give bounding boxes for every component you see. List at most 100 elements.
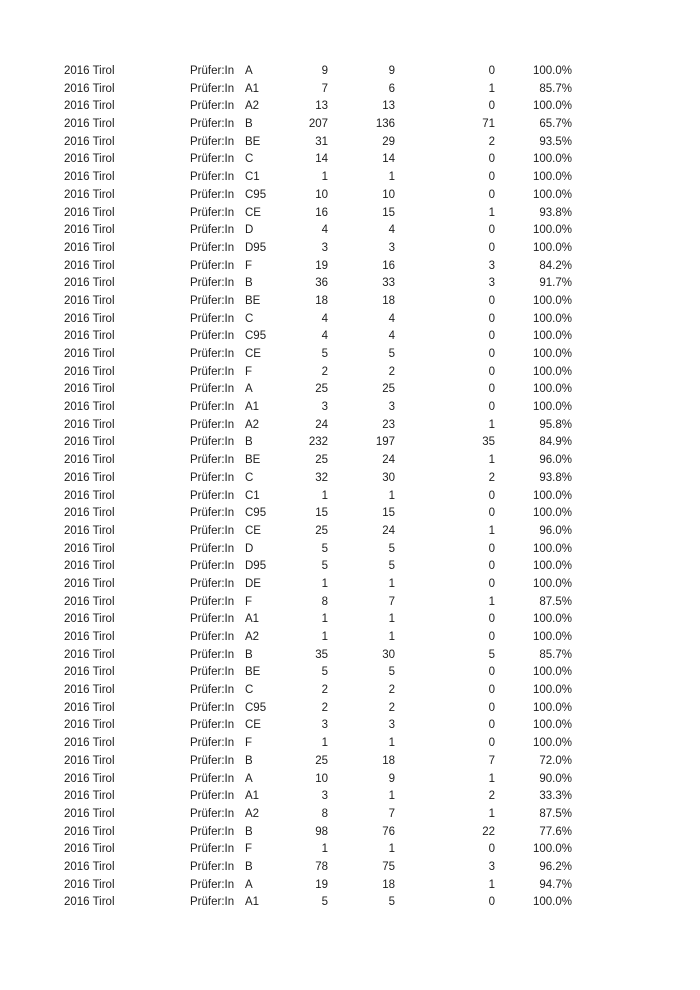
percent-cell: 100.0%: [532, 294, 572, 307]
year-region-cell: 2016 Tirol: [64, 790, 115, 803]
count-cell-2: 1: [388, 790, 395, 803]
count-cell-2: 2: [388, 365, 395, 378]
count-cell-3: 0: [488, 188, 495, 201]
table-row: 2016 Tirol Prüfer:In C95 2 2 0 100.0%: [0, 700, 700, 718]
count-cell-2: 4: [388, 224, 395, 237]
licence-category-cell: CE: [245, 348, 261, 360]
count-cell-2: 2: [388, 701, 395, 714]
examiner-label-cell: Prüfer:In: [190, 701, 235, 714]
table-row: 2016 Tirol Prüfer:In C1 1 1 0 100.0%: [0, 488, 700, 506]
table-row: 2016 Tirol Prüfer:In D95 5 5 0 100.0%: [0, 558, 700, 576]
examiner-label-cell: Prüfer:In: [190, 330, 235, 343]
count-cell-1: 1: [321, 171, 328, 184]
examiner-label-cell: Prüfer:In: [190, 82, 235, 95]
licence-category-cell: BE: [245, 135, 261, 148]
licence-category-cell: A2: [245, 807, 260, 820]
percent-cell: 100.0%: [532, 666, 572, 679]
count-cell-3: 0: [488, 365, 495, 378]
year-region-cell: 2016 Tirol: [64, 348, 115, 360]
count-cell-3: 0: [488, 65, 495, 77]
count-cell-3: 0: [488, 631, 495, 643]
examiner-label-cell: Prüfer:In: [190, 312, 235, 325]
year-region-cell: 2016 Tirol: [64, 595, 115, 608]
count-cell-2: 76: [382, 825, 395, 838]
percent-cell: 100.0%: [532, 65, 572, 77]
year-region-cell: 2016 Tirol: [64, 188, 115, 201]
examiner-label-cell: Prüfer:In: [190, 719, 235, 732]
year-region-cell: 2016 Tirol: [64, 719, 115, 732]
year-region-cell: 2016 Tirol: [64, 631, 115, 643]
examiner-label-cell: Prüfer:In: [190, 807, 235, 820]
examiner-label-cell: Prüfer:In: [190, 277, 235, 290]
count-cell-1: 19: [315, 878, 328, 891]
count-cell-2: 1: [388, 843, 395, 856]
examiner-label-cell: Prüfer:In: [190, 241, 235, 254]
percent-cell: 100.0%: [532, 241, 572, 254]
count-cell-2: 7: [388, 807, 395, 820]
licence-category-cell: C95: [245, 701, 267, 714]
percent-cell: 100.0%: [532, 843, 572, 856]
percent-cell: 84.9%: [539, 436, 572, 449]
licence-category-cell: B: [245, 118, 253, 131]
table-row: 2016 Tirol Prüfer:In A1 7 6 1 85.7%: [0, 81, 700, 99]
count-cell-3: 1: [488, 206, 495, 219]
table-row: 2016 Tirol Prüfer:In B 207 136 71 65.7%: [0, 116, 700, 134]
year-region-cell: 2016 Tirol: [64, 666, 115, 679]
year-region-cell: 2016 Tirol: [64, 312, 115, 325]
count-cell-3: 0: [488, 701, 495, 714]
count-cell-2: 3: [388, 401, 395, 414]
percent-cell: 93.8%: [539, 471, 572, 484]
licence-category-cell: A1: [245, 82, 260, 95]
count-cell-2: 1: [388, 577, 395, 590]
table-row: 2016 Tirol Prüfer:In DE 1 1 0 100.0%: [0, 576, 700, 594]
count-cell-3: 2: [488, 471, 495, 484]
count-cell-3: 0: [488, 100, 495, 113]
year-region-cell: 2016 Tirol: [64, 224, 115, 237]
count-cell-3: 0: [488, 613, 495, 626]
table-row: 2016 Tirol Prüfer:In C 32 30 2 93.8%: [0, 470, 700, 488]
licence-category-cell: F: [245, 259, 253, 272]
count-cell-1: 5: [321, 666, 328, 679]
count-cell-1: 5: [321, 560, 328, 573]
year-region-cell: 2016 Tirol: [64, 454, 115, 467]
percent-cell: 100.0%: [532, 737, 572, 750]
count-cell-2: 3: [388, 241, 395, 254]
examiner-label-cell: Prüfer:In: [190, 65, 235, 77]
examiner-label-cell: Prüfer:In: [190, 294, 235, 307]
examiner-label-cell: Prüfer:In: [190, 259, 235, 272]
examiner-label-cell: Prüfer:In: [190, 436, 235, 449]
count-cell-1: 25: [315, 524, 328, 537]
count-cell-2: 6: [388, 82, 395, 95]
year-region-cell: 2016 Tirol: [64, 135, 115, 148]
count-cell-3: 0: [488, 383, 495, 396]
percent-cell: 100.0%: [532, 719, 572, 732]
table-row: 2016 Tirol Prüfer:In BE 31 29 2 93.5%: [0, 134, 700, 152]
licence-category-cell: F: [245, 595, 253, 608]
percent-cell: 100.0%: [532, 153, 572, 166]
examiner-label-cell: Prüfer:In: [190, 171, 235, 184]
count-cell-2: 1: [388, 613, 395, 626]
year-region-cell: 2016 Tirol: [64, 65, 115, 77]
count-cell-3: 0: [488, 719, 495, 732]
table-row: 2016 Tirol Prüfer:In CE 25 24 1 96.0%: [0, 523, 700, 541]
percent-cell: 100.0%: [532, 560, 572, 573]
table-row: 2016 Tirol Prüfer:In F 2 2 0 100.0%: [0, 364, 700, 382]
table-row: 2016 Tirol Prüfer:In C95 10 10 0 100.0%: [0, 187, 700, 205]
examiner-label-cell: Prüfer:In: [190, 507, 235, 520]
count-cell-3: 1: [488, 595, 495, 608]
count-cell-2: 25: [382, 383, 395, 396]
percent-cell: 93.5%: [539, 135, 572, 148]
count-cell-1: 31: [315, 135, 328, 148]
licence-category-cell: C: [245, 312, 254, 325]
year-region-cell: 2016 Tirol: [64, 436, 115, 449]
licence-category-cell: A: [245, 65, 253, 77]
licence-category-cell: B: [245, 648, 253, 661]
examiner-label-cell: Prüfer:In: [190, 577, 235, 590]
examiner-label-cell: Prüfer:In: [190, 100, 235, 113]
table-row: 2016 Tirol Prüfer:In C 4 4 0 100.0%: [0, 311, 700, 329]
table-row: 2016 Tirol Prüfer:In C 2 2 0 100.0%: [0, 682, 700, 700]
count-cell-1: 9: [321, 65, 328, 77]
licence-category-cell: A2: [245, 631, 260, 643]
count-cell-1: 15: [315, 507, 328, 520]
licence-category-cell: C1: [245, 171, 260, 184]
